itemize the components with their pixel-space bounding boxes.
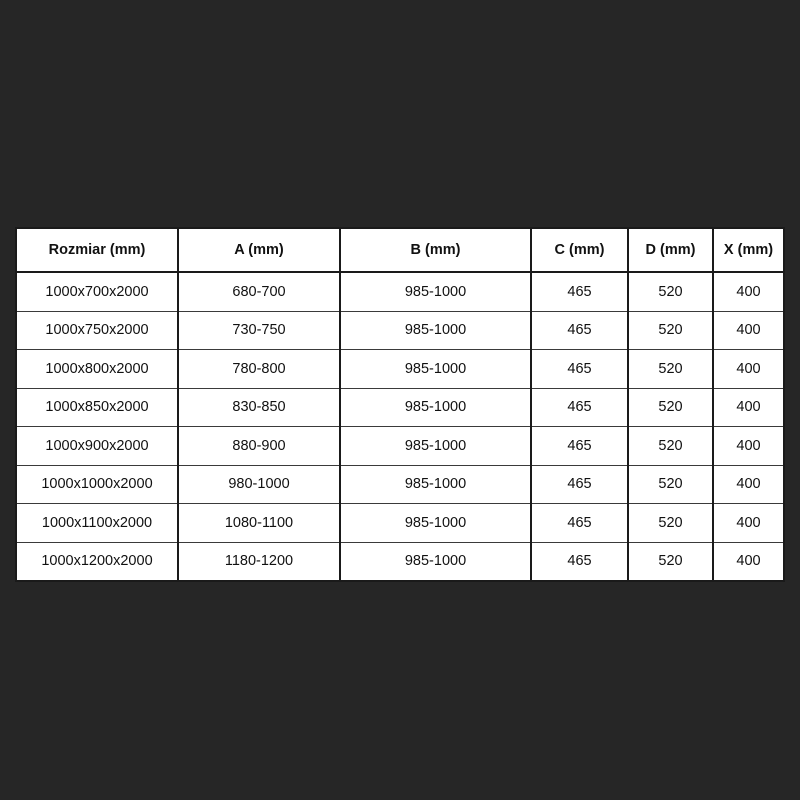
cell-d: 520 xyxy=(627,387,714,427)
cell-size: 1000x850x2000 xyxy=(15,387,179,427)
cell-c: 465 xyxy=(530,387,629,427)
cell-b: 985-1000 xyxy=(339,310,532,350)
cell-d: 520 xyxy=(627,464,714,504)
cell-b: 985-1000 xyxy=(339,426,532,466)
cell-b: 985-1000 xyxy=(339,464,532,504)
table-row: 1000x900x2000 880-900 985-1000 465 520 4… xyxy=(15,426,785,466)
table-row: 1000x750x2000 730-750 985-1000 465 520 4… xyxy=(15,310,785,350)
specification-table-container: Rozmiar (mm) A (mm) B (mm) C (mm) D (mm)… xyxy=(15,227,785,582)
column-header-x: X (mm) xyxy=(712,228,785,273)
cell-a: 780-800 xyxy=(177,349,341,389)
cell-c: 465 xyxy=(530,310,629,350)
table-header: Rozmiar (mm) A (mm) B (mm) C (mm) D (mm)… xyxy=(15,228,785,273)
cell-c: 465 xyxy=(530,503,629,543)
cell-a: 830-850 xyxy=(177,387,341,427)
cell-size: 1000x800x2000 xyxy=(15,349,179,389)
cell-b: 985-1000 xyxy=(339,503,532,543)
cell-c: 465 xyxy=(530,426,629,466)
table-row: 1000x800x2000 780-800 985-1000 465 520 4… xyxy=(15,349,785,389)
cell-d: 520 xyxy=(627,271,714,312)
column-header-c: C (mm) xyxy=(530,228,629,273)
cell-b: 985-1000 xyxy=(339,271,532,312)
cell-d: 520 xyxy=(627,503,714,543)
cell-b: 985-1000 xyxy=(339,349,532,389)
cell-d: 520 xyxy=(627,541,714,581)
cell-x: 400 xyxy=(712,541,785,581)
column-header-a: A (mm) xyxy=(177,228,341,273)
cell-size: 1000x700x2000 xyxy=(15,271,179,312)
cell-size: 1000x750x2000 xyxy=(15,310,179,350)
cell-a: 980-1000 xyxy=(177,464,341,504)
cell-c: 465 xyxy=(530,464,629,504)
specification-table: Rozmiar (mm) A (mm) B (mm) C (mm) D (mm)… xyxy=(15,227,785,582)
column-header-b: B (mm) xyxy=(339,228,532,273)
cell-a: 680-700 xyxy=(177,271,341,312)
table-body: 1000x700x2000 680-700 985-1000 465 520 4… xyxy=(15,271,785,581)
cell-x: 400 xyxy=(712,271,785,312)
table-row: 1000x1200x2000 1180-1200 985-1000 465 52… xyxy=(15,541,785,581)
column-header-size: Rozmiar (mm) xyxy=(15,228,179,273)
table-row: 1000x850x2000 830-850 985-1000 465 520 4… xyxy=(15,387,785,427)
table-header-row: Rozmiar (mm) A (mm) B (mm) C (mm) D (mm)… xyxy=(15,228,785,273)
table-row: 1000x700x2000 680-700 985-1000 465 520 4… xyxy=(15,271,785,312)
cell-b: 985-1000 xyxy=(339,387,532,427)
cell-size: 1000x1100x2000 xyxy=(15,503,179,543)
cell-x: 400 xyxy=(712,310,785,350)
cell-size: 1000x1000x2000 xyxy=(15,464,179,504)
cell-d: 520 xyxy=(627,426,714,466)
cell-size: 1000x1200x2000 xyxy=(15,541,179,581)
table-row: 1000x1000x2000 980-1000 985-1000 465 520… xyxy=(15,464,785,504)
cell-x: 400 xyxy=(712,349,785,389)
column-header-d: D (mm) xyxy=(627,228,714,273)
cell-x: 400 xyxy=(712,387,785,427)
cell-c: 465 xyxy=(530,541,629,581)
cell-c: 465 xyxy=(530,271,629,312)
cell-d: 520 xyxy=(627,310,714,350)
cell-x: 400 xyxy=(712,426,785,466)
cell-size: 1000x900x2000 xyxy=(15,426,179,466)
cell-b: 985-1000 xyxy=(339,541,532,581)
cell-a: 1080-1100 xyxy=(177,503,341,543)
cell-x: 400 xyxy=(712,503,785,543)
cell-c: 465 xyxy=(530,349,629,389)
cell-a: 880-900 xyxy=(177,426,341,466)
cell-a: 1180-1200 xyxy=(177,541,341,581)
table-row: 1000x1100x2000 1080-1100 985-1000 465 52… xyxy=(15,503,785,543)
cell-a: 730-750 xyxy=(177,310,341,350)
cell-x: 400 xyxy=(712,464,785,504)
cell-d: 520 xyxy=(627,349,714,389)
